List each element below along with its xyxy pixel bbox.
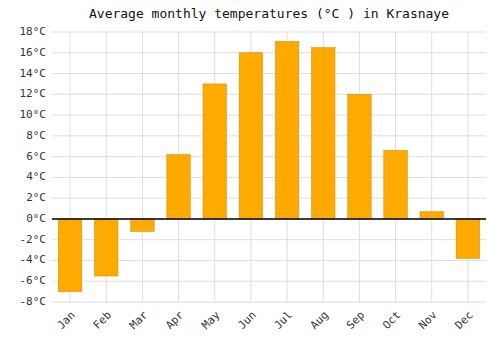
y-tick-label: 10°C (20, 108, 47, 121)
y-grid-line (52, 281, 486, 282)
bar (311, 48, 335, 219)
baseline (52, 218, 486, 220)
bar (348, 94, 372, 219)
y-tick-label: 14°C (20, 67, 47, 80)
x-tick-label: Sep (344, 309, 367, 332)
y-tick-label: 0°C (26, 212, 46, 225)
y-grid-line (52, 135, 486, 136)
bar (167, 155, 191, 219)
page: {"chart_data": {"type": "bar", "title": … (0, 0, 500, 350)
y-grid-line (52, 156, 486, 157)
y-grid-line (52, 218, 486, 219)
grid (52, 32, 486, 302)
bar (420, 212, 444, 219)
y-grid-line (52, 94, 486, 95)
x-grid-line (431, 32, 432, 302)
x-tick-label: Mar (127, 308, 151, 332)
y-grid-line (52, 115, 486, 116)
bar (275, 41, 299, 219)
y-grid-line (52, 73, 486, 74)
y-tick-label: 18°C (20, 25, 47, 38)
y-grid-line (52, 198, 486, 199)
x-grid-line (142, 32, 143, 302)
y-tick-label: 12°C (20, 87, 47, 100)
y-grid-line (52, 32, 486, 33)
y-tick-label: -4°C (20, 253, 47, 266)
x-tick-label: Jul (272, 309, 295, 332)
bar (239, 53, 263, 219)
x-tick-label: Nov (416, 308, 440, 332)
bar (94, 219, 118, 276)
x-tick-label: Oct (380, 309, 403, 332)
y-tick-label: 16°C (20, 46, 47, 59)
bars (58, 41, 479, 291)
y-tick-label: -6°C (20, 274, 47, 287)
x-grid-line (467, 32, 468, 302)
x-tick-label: Apr (163, 308, 187, 332)
x-tick-label: Feb (91, 309, 114, 332)
y-tick-label: -8°C (20, 295, 47, 308)
bar (384, 150, 408, 219)
bar (456, 219, 480, 258)
y-tick-label: 8°C (26, 129, 46, 142)
chart: -8°C -6°C -4°C -2°C 0°C 2°C 4°C 6°C 8°C 10°C 12°C 1… (0, 0, 500, 350)
y-tick-label: 4°C (26, 170, 46, 183)
title: Average monthly temperatures (°C ) in Kr… (89, 6, 449, 21)
y-grid-line (52, 177, 486, 178)
x-tick-label: Dec (452, 309, 475, 332)
x-tick-label: Jun (235, 309, 258, 332)
bar (131, 219, 155, 231)
x-tick-label: Aug (308, 309, 331, 332)
axes: -8°C -6°C -4°C -2°C 0°C 2°C 4°C 6°C 8°C 10°C 12°C 1… (20, 25, 476, 332)
bar (203, 84, 227, 219)
x-tick-label: May (199, 308, 223, 332)
y-grid-line (52, 52, 486, 53)
x-tick-label: Jan (55, 309, 78, 332)
bar (58, 219, 82, 292)
y-tick-label: -2°C (20, 233, 47, 246)
y-grid-line (52, 302, 486, 303)
y-tick-label: 6°C (26, 150, 46, 163)
y-tick-label: 2°C (26, 191, 46, 204)
